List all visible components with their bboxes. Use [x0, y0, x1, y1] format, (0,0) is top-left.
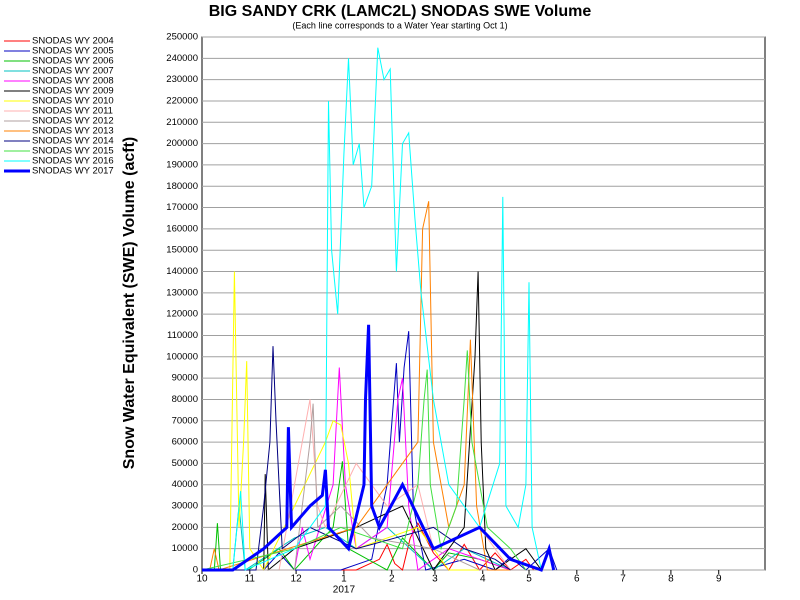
y-tick-label: 50000: [172, 458, 198, 469]
legend-label: SNODAS WY 2015: [32, 146, 114, 157]
legend-label: SNODAS WY 2008: [32, 76, 114, 87]
x-tick-label: 1: [341, 574, 347, 585]
x-tick-label: 12: [291, 574, 303, 585]
y-tick-label: 120000: [166, 309, 198, 320]
series-line: [202, 461, 511, 571]
y-tick-label: 30000: [172, 501, 198, 512]
series-line: [202, 47, 542, 571]
y-tick-label: 200000: [166, 138, 198, 149]
y-tick-label: 130000: [166, 287, 198, 298]
y-axis-label: Snow Water Equivalent (SWE) Volume (acft…: [121, 137, 138, 469]
legend-label: SNODAS WY 2011: [32, 106, 113, 117]
y-tick-label: 180000: [166, 181, 198, 192]
y-tick-label: 70000: [172, 415, 198, 426]
y-tick-label: 60000: [172, 437, 198, 448]
plot-area: [201, 36, 766, 571]
y-tick-label: 190000: [166, 159, 198, 170]
legend-label: SNODAS WY 2012: [32, 116, 114, 127]
legend-label: SNODAS WY 2017: [32, 166, 114, 177]
y-tick-label: 90000: [172, 373, 198, 384]
y-tick-label: 10000: [172, 543, 198, 554]
x-tick-label: 8: [668, 574, 674, 585]
x-year-label: 2017: [333, 585, 356, 596]
x-tick-label: 4: [480, 574, 486, 585]
series-line: [202, 324, 556, 572]
chart-subtitle: (Each line corresponds to a Water Year s…: [292, 20, 507, 30]
x-tick-label: 10: [196, 574, 208, 585]
x-tick-label: 6: [574, 574, 580, 585]
series-line: [202, 271, 480, 572]
y-tick-label: 210000: [166, 117, 198, 128]
legend-label: SNODAS WY 2010: [32, 96, 114, 107]
y-tick-label: 40000: [172, 479, 198, 490]
y-tick-label: 100000: [166, 351, 198, 362]
y-tick-label: 240000: [166, 53, 198, 64]
legend-label: SNODAS WY 2016: [32, 156, 114, 167]
x-tick-label: 3: [432, 574, 438, 585]
y-tick-label: 230000: [166, 74, 198, 85]
y-tick-label: 250000: [166, 32, 198, 43]
y-tick-label: 170000: [166, 202, 198, 213]
legend-label: SNODAS WY 2005: [32, 46, 114, 57]
x-tick-label: 7: [620, 574, 626, 585]
legend-label: SNODAS WY 2014: [32, 136, 114, 147]
legend-label: SNODAS WY 2006: [32, 56, 114, 67]
x-tick-label: 2: [389, 574, 395, 585]
y-tick-label: 160000: [166, 223, 198, 234]
series-line: [202, 271, 542, 572]
y-tick-label: 0: [193, 565, 198, 576]
y-tick-label: 150000: [166, 245, 198, 256]
x-tick-label: 9: [716, 574, 722, 585]
x-tick-label: 11: [245, 574, 256, 585]
series-line: [201, 350, 527, 571]
series-line: [202, 201, 511, 571]
legend-label: SNODAS WY 2013: [32, 126, 114, 137]
y-tick-label: 80000: [172, 394, 198, 405]
y-tick-label: 140000: [166, 266, 198, 277]
chart-title: BIG SANDY CRK (LAMC2L) SNODAS SWE Volume: [209, 3, 592, 20]
legend-label: SNODAS WY 2009: [32, 86, 114, 97]
series-line: [202, 346, 511, 571]
legend-label: SNODAS WY 2007: [32, 66, 114, 77]
y-tick-label: 20000: [172, 522, 198, 533]
y-tick-label: 110000: [167, 330, 198, 341]
y-tick-label: 220000: [166, 95, 198, 106]
legend-label: SNODAS WY 2004: [32, 36, 114, 47]
x-tick-label: 5: [526, 574, 532, 585]
